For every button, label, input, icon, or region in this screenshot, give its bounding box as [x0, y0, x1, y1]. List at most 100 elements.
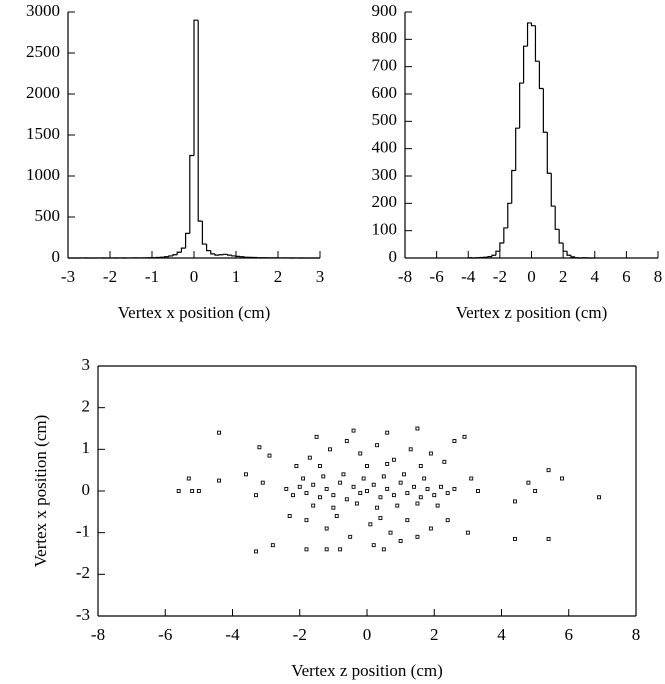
scatter-point — [344, 497, 349, 502]
x-tick-label: 4 — [591, 267, 600, 286]
scatter-point — [371, 543, 376, 548]
histogram-bin — [542, 88, 548, 133]
scatter-point — [388, 530, 393, 535]
scatter-point — [311, 503, 316, 508]
histogram-bin — [168, 255, 173, 257]
histogram-bin — [526, 22, 532, 47]
scatter-point — [375, 443, 380, 448]
scatter-point — [243, 472, 248, 477]
scatter-point — [418, 495, 423, 500]
scatter-point — [452, 486, 457, 491]
scatter-point — [378, 495, 383, 500]
x-tick-label: -2 — [493, 267, 507, 286]
x-tick-label: 2 — [274, 267, 283, 286]
x-tick-label: 0 — [190, 267, 199, 286]
scatter-point — [338, 547, 343, 552]
y-tick-label: 600 — [372, 83, 398, 102]
scatter-point — [324, 526, 329, 531]
histogram-bin — [206, 244, 211, 252]
scatter-point — [560, 476, 564, 481]
y-tick-label: 100 — [372, 220, 398, 239]
x-tick-label: -2 — [103, 267, 117, 286]
scatter-point — [176, 489, 181, 493]
scatter-point — [324, 486, 329, 491]
scatter-point — [190, 489, 195, 493]
scatter-point — [452, 439, 457, 443]
scatter-point — [257, 445, 262, 450]
x-tick-label: -8 — [398, 267, 412, 286]
scatter-point — [412, 484, 417, 489]
scatter-point — [348, 534, 353, 539]
x-tick-label: 0 — [363, 625, 372, 644]
scatter-point — [445, 491, 450, 496]
scatter-point — [341, 472, 346, 477]
histogram-bin — [172, 254, 178, 256]
histogram-bin — [530, 22, 536, 27]
scatter-point — [422, 476, 427, 481]
x-axis-label: Vertex z position (cm) — [456, 303, 608, 322]
histogram-bin — [554, 206, 560, 230]
x-tick-label: 8 — [632, 625, 641, 644]
y-tick-label: 1 — [82, 438, 91, 457]
histogram-bin — [231, 255, 236, 257]
scatter-point — [344, 439, 349, 443]
histogram-bin — [495, 250, 500, 256]
scatter-point — [405, 518, 410, 523]
x-tick-label: 2 — [430, 625, 439, 644]
scatter-point — [217, 430, 222, 435]
y-tick-label: -3 — [76, 605, 90, 624]
x-tick-label: -3 — [61, 267, 75, 286]
x-tick-label: 4 — [497, 625, 506, 644]
y-tick-label: 400 — [372, 138, 398, 157]
histogram-bin — [558, 229, 564, 244]
scatter-point — [358, 451, 363, 456]
scatter-point — [385, 461, 390, 466]
histogram-bin — [210, 250, 215, 255]
histogram-bin — [519, 82, 524, 129]
x-tick-label: -8 — [91, 625, 105, 644]
scatter-point — [546, 536, 551, 541]
x-tick-label: -6 — [430, 267, 444, 286]
scatter-point — [526, 480, 531, 485]
scatter-point — [439, 484, 443, 489]
scatter-point — [358, 491, 363, 496]
scatter-point — [254, 493, 258, 498]
scatter-point — [425, 486, 430, 491]
scatter-point — [254, 549, 258, 554]
x-tick-label: 6 — [622, 267, 631, 286]
scatter-point — [371, 482, 376, 487]
y-tick-label: 300 — [372, 165, 398, 184]
x-tick-label: -4 — [225, 625, 240, 644]
scatter-point — [381, 547, 386, 552]
scatter-point — [331, 493, 336, 498]
histogram-bin — [511, 169, 516, 204]
scatter-point — [284, 486, 289, 491]
scatter-point — [338, 480, 343, 485]
histogram-bin — [522, 45, 528, 84]
x-tick-label: 1 — [232, 267, 241, 286]
scatter-point — [381, 474, 386, 479]
y-tick-label: 700 — [372, 56, 398, 75]
histogram-bin — [189, 154, 194, 234]
scatter-point — [415, 534, 420, 539]
histogram-bin — [176, 251, 182, 255]
x-tick-label: 2 — [559, 267, 568, 286]
y-tick-label: 2500 — [26, 42, 60, 61]
scatter-point — [418, 464, 423, 468]
x-tick-label: 3 — [316, 267, 325, 286]
histogram-bin — [562, 242, 568, 252]
y-tick-label: 900 — [372, 1, 398, 20]
scatter-point — [462, 434, 467, 439]
scatter-point — [351, 428, 356, 433]
scatter-point — [391, 457, 396, 462]
scatter-point — [304, 491, 309, 496]
scatter-point — [307, 455, 312, 460]
scatter-point — [267, 453, 272, 458]
scatter-point — [314, 434, 319, 439]
histogram-bin — [197, 20, 203, 222]
y-tick-label: 2000 — [26, 83, 60, 102]
histogram-bin — [227, 254, 232, 256]
scatter-point — [217, 478, 222, 483]
scatter-point — [311, 482, 316, 487]
histogram-bin — [185, 232, 190, 249]
